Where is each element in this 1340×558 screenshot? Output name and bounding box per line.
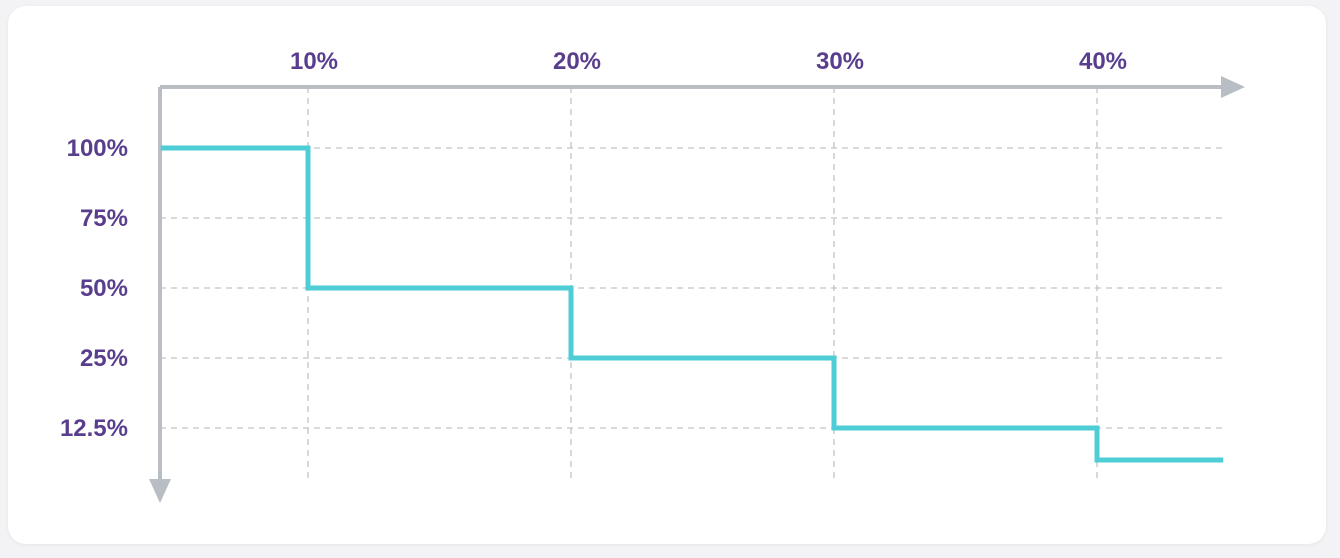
x-axis-arrow-icon (1221, 76, 1245, 98)
series-layer (160, 145, 1224, 463)
axes (149, 76, 1245, 503)
y-tick-label: 25% (80, 345, 128, 372)
y-axis-arrow-icon (149, 479, 171, 503)
x-tick-label: 20% (553, 48, 601, 75)
x-tick-label: 30% (816, 48, 864, 75)
y-tick-label: 12.5% (60, 415, 128, 442)
tick-labels: 100% 75% 50% 25% 12.5% 10% 20% 30% 40% (60, 48, 1127, 442)
y-tick-label: 100% (67, 135, 128, 162)
y-tick-label: 75% (80, 205, 128, 232)
y-tick-label: 50% (80, 275, 128, 302)
x-tick-label: 40% (1079, 48, 1127, 75)
series-line (160, 145, 1224, 463)
x-tick-label: 10% (290, 48, 338, 75)
grid-lines (160, 87, 1226, 478)
chart-card (8, 6, 1326, 544)
